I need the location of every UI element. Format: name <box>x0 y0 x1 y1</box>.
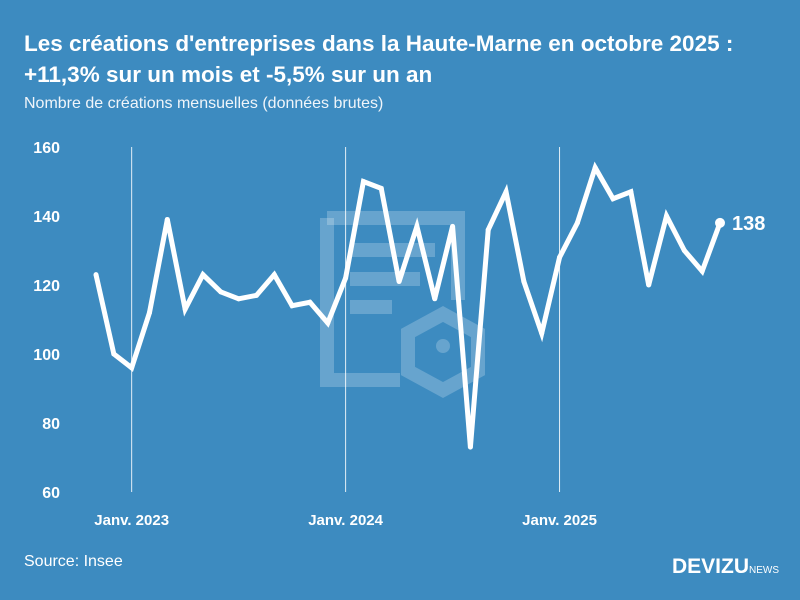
data-point <box>146 310 152 316</box>
data-point <box>646 282 652 288</box>
data-point <box>218 289 224 295</box>
end-point-dot <box>715 217 725 228</box>
chart-subtitle: Nombre de créations mensuelles (données … <box>24 95 384 112</box>
data-point <box>557 254 563 260</box>
data-point <box>360 179 366 184</box>
data-point <box>485 227 491 233</box>
data-point <box>574 220 580 226</box>
data-point <box>628 189 634 195</box>
devizu-logo: DEVIZUNEWS <box>672 555 779 579</box>
y-tick-label: 140 <box>33 209 60 226</box>
data-point <box>253 292 259 298</box>
data-point <box>664 213 670 219</box>
data-point <box>129 365 135 371</box>
data-point <box>432 296 438 302</box>
data-point <box>396 279 402 285</box>
data-point <box>450 223 456 229</box>
x-tick-label: Janv. 2023 <box>94 512 169 529</box>
y-tick-label: 100 <box>33 347 60 364</box>
data-point <box>325 320 331 326</box>
series-line <box>93 161 723 448</box>
data-point <box>503 189 509 195</box>
data-point <box>236 296 242 302</box>
data-point <box>681 248 687 253</box>
data-point <box>200 272 206 278</box>
x-tick-label: Janv. 2024 <box>308 512 383 529</box>
data-point <box>414 223 420 229</box>
data-point <box>111 351 117 357</box>
y-tick-label: 120 <box>33 278 60 295</box>
data-point <box>378 185 384 191</box>
data-point <box>467 444 473 450</box>
y-tick-label: 80 <box>42 416 60 433</box>
data-point <box>521 279 527 285</box>
data-point <box>592 165 598 171</box>
data-point <box>271 272 277 278</box>
data-point <box>610 196 616 202</box>
end-value-label: 138 <box>732 213 765 235</box>
y-tick-label: 160 <box>33 140 60 157</box>
x-tick-label: Janv. 2025 <box>522 512 597 529</box>
data-point <box>699 268 705 274</box>
data-point <box>182 306 188 312</box>
data-point <box>93 272 99 278</box>
data-point <box>343 275 349 281</box>
chart-title: Les créations d'entreprises dans la Haut… <box>24 31 734 87</box>
data-point <box>164 216 170 222</box>
logo-suffix: NEWS <box>749 565 780 576</box>
y-tick-label: 60 <box>42 485 60 502</box>
source-note: Source: Insee <box>24 553 123 570</box>
data-point <box>539 330 545 336</box>
data-point <box>289 303 295 309</box>
logo-main: DEVIZU <box>672 555 750 578</box>
data-point <box>307 299 313 305</box>
